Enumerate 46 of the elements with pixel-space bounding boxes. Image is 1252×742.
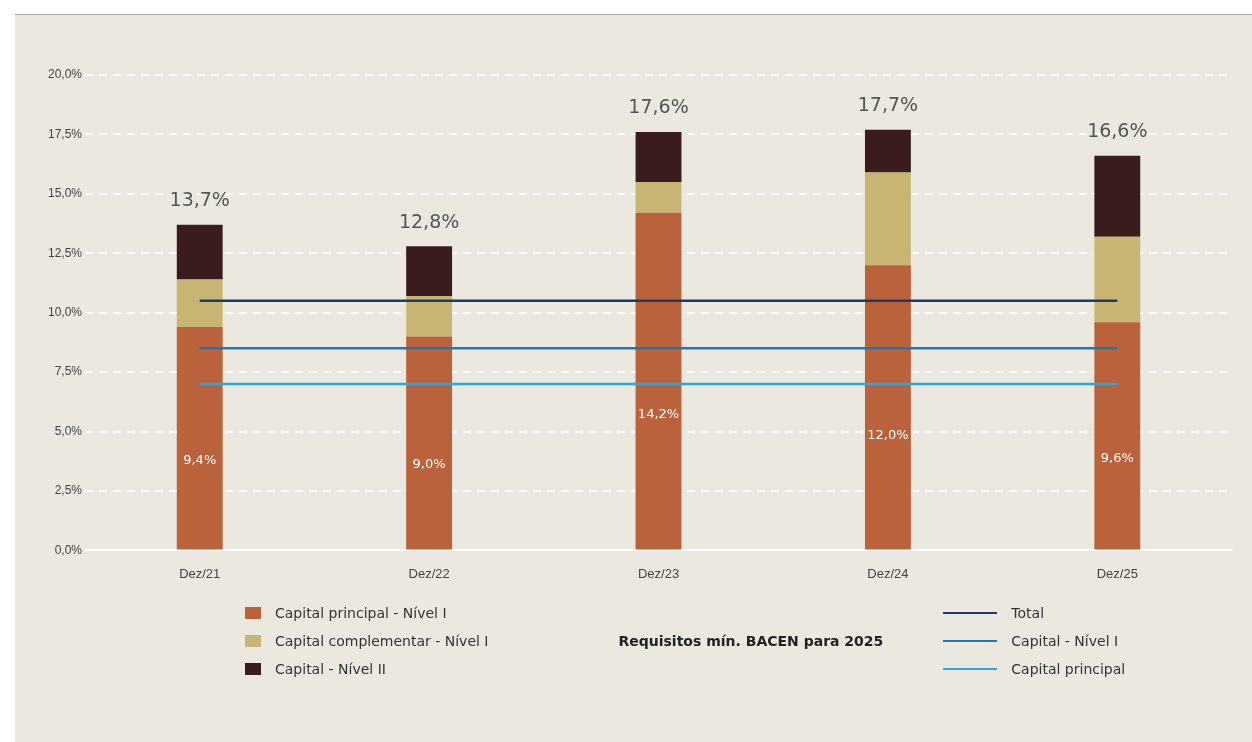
bar bbox=[406, 336, 453, 550]
y-tick-label: 10,0% bbox=[47, 305, 83, 320]
data-label: 9,0% bbox=[412, 455, 446, 471]
x-tick-label: Dez/24 bbox=[867, 565, 909, 581]
data-label: 9,4% bbox=[183, 451, 217, 467]
total-label: 16,6% bbox=[1087, 119, 1148, 142]
y-tick-label: 17,5% bbox=[47, 126, 83, 141]
bar bbox=[406, 246, 453, 297]
data-label: 14,2% bbox=[637, 406, 680, 422]
bar bbox=[864, 172, 911, 266]
bar bbox=[176, 279, 223, 327]
y-tick-label: 7,5% bbox=[54, 364, 83, 379]
total-label: 17,6% bbox=[628, 95, 689, 118]
data-label: 9,6% bbox=[1100, 449, 1134, 465]
bar bbox=[864, 129, 911, 173]
bar bbox=[406, 296, 453, 337]
data-label: 12,0% bbox=[867, 427, 909, 443]
x-tick-label: Dez/25 bbox=[1096, 565, 1138, 581]
y-tick-label: 20,0% bbox=[47, 67, 83, 82]
legend-title: Requisitos mín. BACEN para 2025 bbox=[618, 633, 884, 649]
bar bbox=[1094, 155, 1141, 237]
bar bbox=[176, 326, 223, 550]
total-label: 17,7% bbox=[857, 93, 919, 116]
bar bbox=[635, 132, 682, 182]
legend-label: Capital principal bbox=[1011, 661, 1126, 677]
total-label: 12,8% bbox=[398, 209, 460, 232]
legend-label: Capital complementar - Nível I bbox=[275, 633, 489, 649]
y-tick-label: 5,0% bbox=[54, 423, 83, 438]
y-tick-label: 2,5% bbox=[54, 483, 83, 498]
bar bbox=[864, 265, 911, 550]
y-tick-label: 0,0% bbox=[54, 542, 83, 557]
y-tick-label: 12,5% bbox=[47, 245, 83, 260]
total-label: 13,7% bbox=[169, 188, 230, 211]
legend-label: Capital - Nível II bbox=[275, 661, 386, 677]
bar bbox=[1094, 236, 1141, 323]
legend-label: Total bbox=[1011, 605, 1045, 621]
legend-label: Capital - Nível I bbox=[1011, 633, 1119, 649]
bar bbox=[176, 224, 223, 280]
x-tick-label: Dez/22 bbox=[408, 565, 450, 581]
x-tick-label: Dez/21 bbox=[179, 565, 221, 581]
bar bbox=[1094, 322, 1141, 550]
bar bbox=[635, 181, 682, 213]
x-tick-label: Dez/23 bbox=[637, 565, 680, 581]
y-tick-label: 15,0% bbox=[47, 186, 83, 201]
legend-label: Capital principal - Nível I bbox=[275, 605, 447, 621]
bar bbox=[635, 212, 682, 550]
